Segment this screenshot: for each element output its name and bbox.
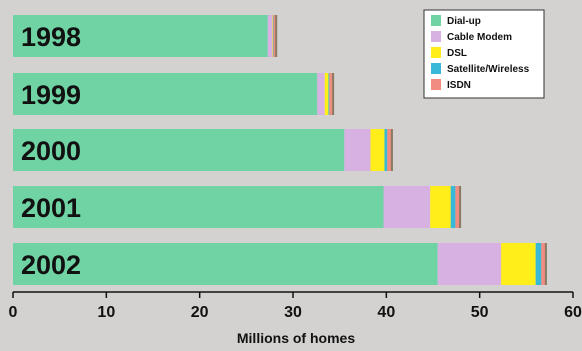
bar-2000-satellite-wireless — [384, 129, 388, 171]
legend-label-dsl: DSL — [447, 48, 467, 59]
x-tick-label-0: 0 — [9, 304, 18, 321]
x-tick-label-20: 20 — [191, 304, 209, 321]
bar-end-2001 — [459, 186, 462, 228]
legend-label-dial-up: Dial-up — [447, 16, 481, 27]
bars — [13, 15, 547, 285]
bar-2002-dial-up — [13, 243, 438, 285]
x-axis-title: Millions of homes — [237, 330, 355, 346]
bar-2002-dsl — [501, 243, 536, 285]
x-tick-label-10: 10 — [97, 304, 115, 321]
category-label-1998: 1998 — [21, 22, 81, 52]
legend-swatch-satellite-wireless — [431, 63, 441, 74]
bar-1998-dsl — [272, 15, 274, 57]
bar-2000-dial-up — [13, 129, 345, 171]
category-label-2002: 2002 — [21, 250, 81, 280]
x-tick-label-40: 40 — [377, 304, 395, 321]
x-axis-ticks: 0 10 20 30 40 50 60 — [9, 292, 582, 321]
bar-2000-dsl — [370, 129, 385, 171]
x-tick-label-30: 30 — [284, 304, 302, 321]
x-tick-label-60: 60 — [564, 304, 582, 321]
category-label-1999: 1999 — [21, 80, 81, 110]
legend: Dial-up Cable Modem DSL Satellite/Wireless I… — [423, 9, 545, 99]
bar-1998-dial-up — [13, 15, 268, 57]
bar-1999-satellite-wireless — [328, 73, 330, 115]
legend-label-isdn: ISDN — [447, 80, 471, 91]
legend-label-cable-modem: Cable Modem — [447, 32, 512, 43]
legend-label-satellite-wireless: Satellite/Wireless — [447, 64, 530, 75]
bar-2000-cable-modem — [344, 129, 371, 171]
bar-1999-dsl — [324, 73, 329, 115]
bar-2002-satellite-wireless — [535, 243, 542, 285]
bar-1999-dial-up — [13, 73, 318, 115]
bar-end-1998 — [275, 15, 278, 57]
legend-swatch-dsl — [431, 47, 441, 58]
legend-swatch-isdn — [431, 79, 441, 90]
bar-2002-isdn — [541, 243, 546, 285]
legend-swatch-dial-up — [431, 15, 441, 26]
bar-end-1999 — [332, 73, 335, 115]
bar-2001-dsl — [430, 186, 451, 228]
bar-1998-satellite-wireless — [272, 15, 274, 57]
bar-1999-isdn — [329, 73, 334, 115]
category-label-2001: 2001 — [21, 193, 81, 223]
bar-2001-dial-up — [13, 186, 384, 228]
bar-2001-isdn — [455, 186, 461, 228]
bar-1998-cable-modem — [267, 15, 273, 57]
bar-1998-isdn — [273, 15, 277, 57]
bar-end-2002 — [544, 243, 547, 285]
x-tick-label-50: 50 — [471, 304, 489, 321]
bar-1999-cable-modem — [317, 73, 325, 115]
category-label-2000: 2000 — [21, 136, 81, 166]
category-labels: 1998 1999 2000 2001 2002 — [21, 22, 81, 280]
bar-2002-cable-modem — [437, 243, 502, 285]
legend-items: Dial-up Cable Modem DSL Satellite/Wireless I… — [431, 15, 530, 91]
bar-2001-satellite-wireless — [450, 186, 456, 228]
bar-end-2000 — [390, 129, 393, 171]
legend-swatch-cable-modem — [431, 31, 441, 42]
bar-2001-cable-modem — [383, 186, 431, 228]
bar-2000-isdn — [387, 129, 392, 171]
legend-box — [423, 9, 545, 99]
